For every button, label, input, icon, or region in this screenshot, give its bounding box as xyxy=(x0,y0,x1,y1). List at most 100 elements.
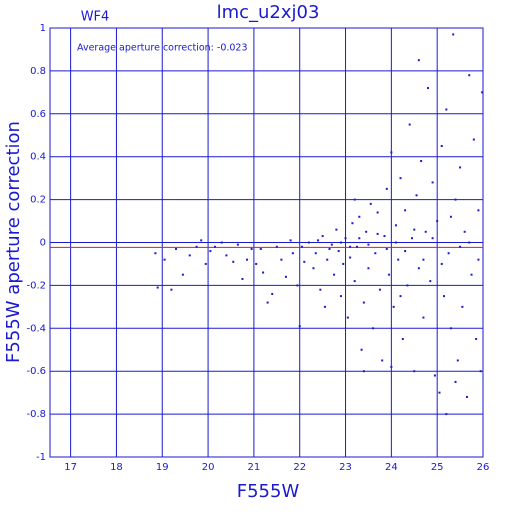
point xyxy=(204,262,207,265)
point xyxy=(175,247,178,250)
point xyxy=(470,273,473,276)
point xyxy=(291,252,294,255)
point xyxy=(468,74,471,77)
point xyxy=(410,237,413,240)
point xyxy=(262,271,265,274)
point xyxy=(394,224,397,227)
point xyxy=(188,254,191,257)
point xyxy=(445,108,448,111)
point xyxy=(422,316,425,319)
point xyxy=(284,275,287,278)
point xyxy=(353,198,356,201)
point xyxy=(390,365,393,368)
point xyxy=(431,237,434,240)
point xyxy=(351,222,354,225)
point xyxy=(339,241,342,244)
point xyxy=(404,209,407,212)
point xyxy=(445,413,448,416)
point xyxy=(413,370,416,373)
point xyxy=(385,187,388,190)
point xyxy=(456,359,459,362)
point xyxy=(154,252,157,255)
point xyxy=(250,247,253,250)
x-tick-label: 25 xyxy=(431,462,444,473)
point xyxy=(358,237,361,240)
point xyxy=(459,245,462,248)
point xyxy=(296,284,299,287)
x-axis-label: F555W xyxy=(237,481,300,502)
point xyxy=(349,256,352,259)
point xyxy=(156,286,159,289)
point xyxy=(280,258,283,261)
point xyxy=(321,235,324,238)
point xyxy=(440,144,443,147)
point xyxy=(236,243,239,246)
point xyxy=(232,260,235,263)
point xyxy=(406,284,409,287)
point xyxy=(417,267,420,270)
point xyxy=(271,292,274,295)
point xyxy=(312,267,315,270)
point xyxy=(330,243,333,246)
point xyxy=(326,258,329,261)
point xyxy=(472,138,475,141)
point xyxy=(225,254,228,257)
point xyxy=(307,241,310,244)
point xyxy=(362,301,365,304)
point xyxy=(255,262,258,265)
x-tick-label: 17 xyxy=(64,462,77,473)
point xyxy=(259,247,262,250)
point xyxy=(417,59,420,62)
point xyxy=(376,211,379,214)
point xyxy=(463,230,466,233)
y-tick-label: -0.4 xyxy=(26,323,46,334)
point xyxy=(481,91,484,94)
point xyxy=(433,374,436,377)
point xyxy=(355,245,358,248)
point xyxy=(372,327,375,330)
point xyxy=(431,181,434,184)
point xyxy=(209,250,212,253)
x-tick-label: 19 xyxy=(156,462,169,473)
x-tick-label: 23 xyxy=(339,462,352,473)
point xyxy=(319,288,322,291)
y-tick-label: -0.8 xyxy=(26,409,46,420)
point xyxy=(195,245,198,248)
point xyxy=(367,267,370,270)
point xyxy=(449,327,452,330)
point xyxy=(353,280,356,283)
point xyxy=(342,262,345,265)
point xyxy=(246,258,249,261)
x-tick-label: 21 xyxy=(248,462,261,473)
point xyxy=(220,241,223,244)
chart-title: lmc_u2xj03 xyxy=(217,2,320,23)
point xyxy=(374,252,377,255)
y-tick-label: -1 xyxy=(36,452,46,463)
point xyxy=(213,245,216,248)
x-tick-label: 24 xyxy=(385,462,398,473)
point xyxy=(333,273,336,276)
point xyxy=(427,87,430,90)
point xyxy=(301,245,304,248)
point xyxy=(454,380,457,383)
x-tick-label: 22 xyxy=(293,462,306,473)
point xyxy=(452,33,455,36)
point xyxy=(317,239,320,242)
point xyxy=(360,348,363,351)
point xyxy=(440,262,443,265)
point xyxy=(390,151,393,154)
point xyxy=(241,277,244,280)
y-tick-label: 1 xyxy=(40,23,46,34)
point xyxy=(438,391,441,394)
point xyxy=(436,220,439,223)
point xyxy=(477,209,480,212)
point xyxy=(181,273,184,276)
point xyxy=(415,194,418,197)
point xyxy=(314,252,317,255)
point xyxy=(385,247,388,250)
point xyxy=(170,288,173,291)
point xyxy=(479,370,482,373)
y-tick-label: 0 xyxy=(40,238,46,249)
point xyxy=(381,359,384,362)
